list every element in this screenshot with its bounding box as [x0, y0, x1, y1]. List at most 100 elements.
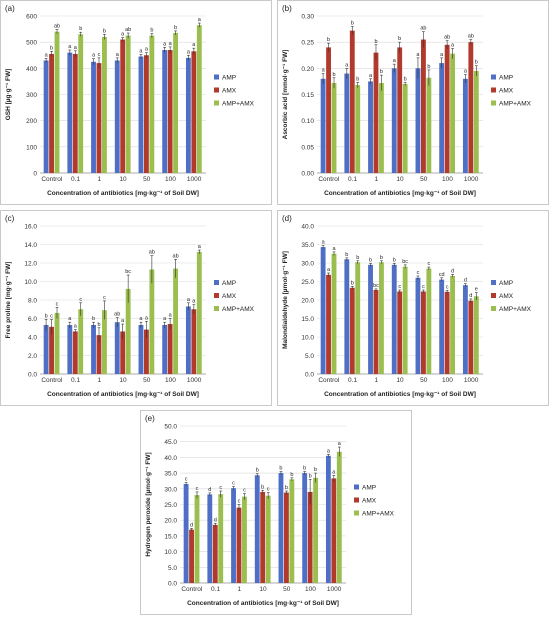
legend-swatch	[354, 484, 359, 490]
significance-letter: b	[475, 60, 478, 66]
y-tick-label: 40.0	[164, 455, 177, 462]
y-axis-label: Ascorbic acid [mmol·g⁻¹ FW]	[282, 50, 289, 140]
significance-letter: a	[327, 448, 331, 454]
bar-amp-100	[439, 279, 445, 374]
significance-letter: a	[464, 69, 468, 75]
bar-amp-amx-10	[125, 35, 131, 173]
significance-letter: a	[332, 246, 336, 252]
significance-letter: b	[427, 64, 430, 70]
legend-swatch	[214, 87, 219, 93]
x-tick-label: 100	[165, 377, 176, 384]
y-tick-label: 25.0	[301, 279, 314, 286]
significance-letter: b	[256, 468, 259, 474]
x-tick-label: 100	[442, 176, 453, 183]
significance-letter: a	[68, 44, 72, 50]
legend-label: AMP+AMX	[222, 101, 255, 108]
x-tick-label: Control	[41, 377, 63, 384]
significance-letter: c	[103, 295, 106, 301]
bar-amp-amx-control	[331, 82, 337, 173]
bar-amp-amx-10	[402, 266, 408, 374]
bar-amp-0.1	[344, 73, 350, 173]
significance-letter: b	[92, 316, 95, 322]
legend-swatch	[491, 280, 496, 285]
y-tick-label: 40.0	[301, 224, 314, 231]
y-tick-label: 400	[26, 66, 37, 73]
bar-amp-amx-50	[149, 35, 155, 173]
significance-letter: a	[139, 48, 143, 54]
significance-letter: ab	[468, 34, 474, 40]
y-tick-label: 0.15	[301, 92, 314, 99]
bar-amp-control	[320, 247, 326, 374]
bar-amp-amx-10	[125, 288, 131, 374]
y-tick-label: 35.0	[301, 242, 314, 249]
significance-letter: cd	[439, 272, 445, 278]
bar-amp-1000	[185, 306, 191, 374]
bar-amx-1	[96, 63, 102, 173]
significance-letter: c	[446, 284, 449, 290]
significance-letter: a	[192, 299, 196, 305]
chart-border	[0, 210, 272, 406]
significance-letter: a	[74, 45, 78, 51]
significance-letter: bc	[402, 259, 408, 265]
x-axis-label: Concentration of antibiotics [mg·kg⁻¹ of…	[324, 190, 476, 197]
bar-amx-100	[307, 491, 313, 583]
significance-letter: b	[261, 484, 264, 490]
bar-amp-amx-0.1	[218, 494, 224, 583]
bar-amp-1	[91, 324, 96, 374]
significance-letter: ab	[54, 24, 60, 30]
panel-label: (a)	[5, 4, 15, 13]
y-tick-label: 10.0	[301, 335, 314, 342]
significance-letter: b	[103, 28, 106, 34]
y-tick-label: 10.0	[24, 279, 37, 286]
bar-amp-amx-100	[173, 268, 179, 374]
significance-letter: a	[163, 41, 167, 47]
bar-amp-10	[114, 60, 120, 173]
significance-letter: c	[232, 481, 235, 487]
significance-letter: b	[369, 257, 372, 263]
y-tick-label: 4.0	[28, 335, 37, 342]
x-axis-label: Concentration of antibiotics [mg·kg⁻¹ of…	[324, 391, 476, 398]
significance-letter: b	[398, 36, 401, 42]
legend-label: AMX	[222, 88, 237, 95]
panel-label: (b)	[282, 4, 292, 13]
y-tick-label: 45.0	[164, 439, 177, 446]
y-axis-label: Malondialdehyde [µmol·g⁻¹ FW]	[282, 251, 289, 349]
significance-letter: b	[309, 473, 312, 479]
significance-letter: a	[332, 469, 336, 475]
bar-amp-amx-50	[149, 269, 155, 374]
x-tick-label: 1000	[187, 377, 202, 384]
bar-amp-control	[183, 484, 189, 583]
bar-amx-control	[49, 326, 54, 374]
x-tick-label: 1	[374, 377, 378, 384]
bar-amp-1000	[325, 455, 331, 583]
panel-label: (c)	[5, 214, 15, 223]
x-tick-label: 10	[119, 176, 127, 183]
significance-letter: b	[314, 467, 317, 473]
significance-letter: c	[185, 477, 188, 483]
bar-amx-1	[373, 290, 379, 374]
y-tick-label: 14.0	[24, 242, 37, 249]
significance-letter: b	[351, 280, 354, 286]
y-tick-label: 5.0	[305, 353, 314, 360]
significance-letter: a	[145, 315, 149, 321]
bar-amx-0.1	[349, 30, 355, 173]
significance-letter: c	[267, 487, 270, 493]
significance-letter: e	[475, 287, 478, 293]
significance-letter: ab	[444, 35, 450, 41]
x-tick-label: 1000	[464, 176, 479, 183]
bar-amx-control	[326, 274, 331, 374]
x-tick-label: 100	[165, 176, 176, 183]
bar-amp-1000	[185, 57, 191, 173]
bar-amp-amx-1	[102, 310, 107, 374]
bar-amp-amx-50	[426, 268, 432, 374]
bar-amp-amx-1000	[196, 25, 202, 174]
x-tick-label: Control	[181, 586, 203, 593]
significance-letter: c	[50, 313, 53, 319]
significance-letter: b	[174, 25, 177, 31]
significance-letter: b	[351, 20, 354, 26]
bar-amp-amx-0.1	[355, 85, 361, 173]
chart-panel-a: (a) 0 100 200 300 400 500 600 a b ab Control a a b 0.1 a…	[0, 0, 272, 205]
bar-amx-1000	[191, 309, 197, 374]
bar-amp-amx-1000	[196, 251, 202, 374]
significance-letter: b	[356, 255, 359, 261]
